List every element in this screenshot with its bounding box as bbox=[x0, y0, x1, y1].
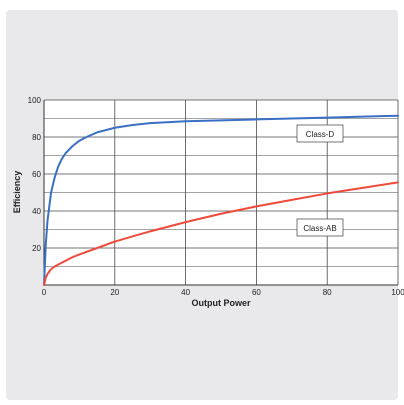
y-axis-title: Efficiency bbox=[12, 171, 22, 214]
class-d-label-box: Class-D bbox=[296, 124, 344, 143]
y-tick-label: 60 bbox=[32, 170, 41, 179]
x-tick-label: 0 bbox=[42, 288, 47, 297]
y-tick-label: 80 bbox=[32, 133, 41, 142]
y-tick-label: 40 bbox=[32, 207, 41, 216]
axis-ticks: 0 20 40 60 80 100 20 40 60 80 100 bbox=[28, 96, 404, 297]
x-tick-label: 80 bbox=[323, 288, 332, 297]
series-line-class-ab bbox=[43, 181, 399, 286]
y-tick-label: 20 bbox=[32, 244, 41, 253]
x-tick-label: 60 bbox=[252, 288, 261, 297]
x-tick-label: 100 bbox=[391, 288, 404, 297]
class-ab-label: Class-AB bbox=[303, 224, 336, 233]
series-line-class-d bbox=[43, 114, 399, 286]
class-ab-label-box: Class-AB bbox=[296, 218, 344, 237]
x-tick-label: 40 bbox=[181, 288, 190, 297]
x-axis-title: Output Power bbox=[192, 298, 251, 308]
y-tick-label: 100 bbox=[28, 96, 42, 105]
x-tick-label: 20 bbox=[110, 288, 119, 297]
series-layer bbox=[43, 114, 399, 286]
class-d-label: Class-D bbox=[306, 130, 335, 139]
